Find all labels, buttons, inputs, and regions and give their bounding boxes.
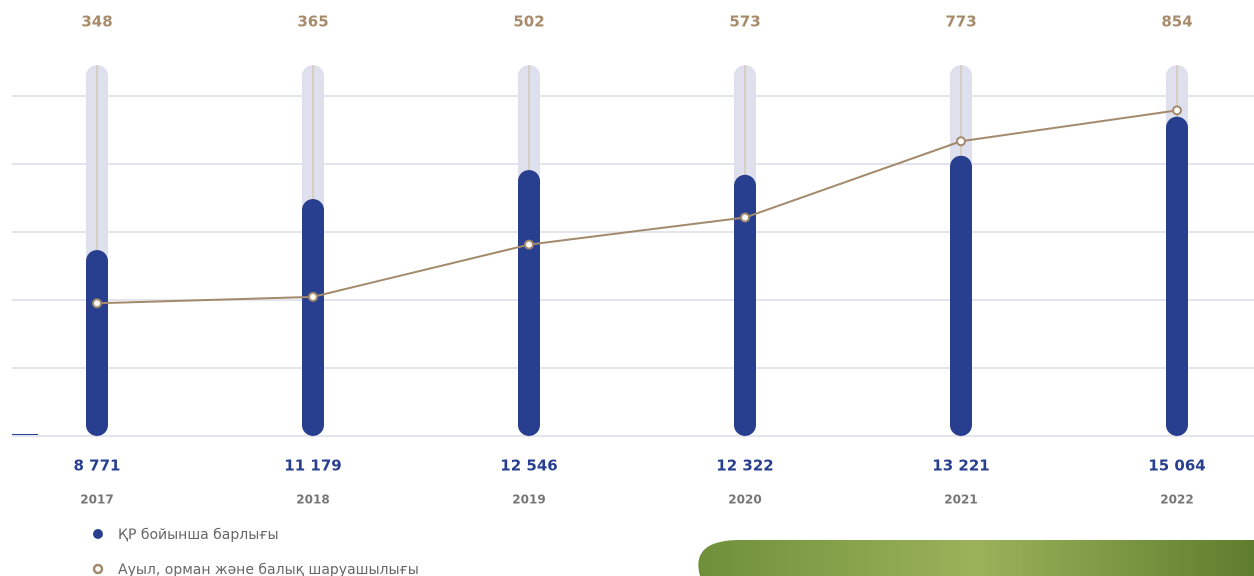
value-label: 15 064 xyxy=(1148,457,1205,475)
x-tick-label: 2020 xyxy=(728,493,761,507)
bar xyxy=(518,170,540,437)
line-point xyxy=(524,239,534,250)
bar xyxy=(734,174,756,436)
line-point xyxy=(308,291,318,302)
x-tick-label: 2018 xyxy=(296,493,329,507)
bar xyxy=(302,199,324,436)
value-label: 854 xyxy=(1161,13,1192,31)
value-label: 12 322 xyxy=(716,457,773,475)
photo xyxy=(698,540,1254,576)
value-label: 573 xyxy=(729,13,760,31)
bar xyxy=(1166,116,1188,437)
value-label: 8 771 xyxy=(74,457,121,475)
value-label: 13 221 xyxy=(932,457,989,475)
value-label: 11 179 xyxy=(284,457,341,475)
line-point xyxy=(1172,105,1182,116)
x-tick-label: 2022 xyxy=(1160,493,1193,507)
line-point xyxy=(92,298,102,309)
x-tick-label: 2017 xyxy=(80,493,113,507)
legend-marker xyxy=(93,529,103,539)
line-point xyxy=(956,136,966,147)
bar xyxy=(86,250,108,436)
x-tick-label: 2019 xyxy=(512,493,545,507)
value-label: 348 xyxy=(81,13,112,31)
line-point xyxy=(740,212,750,223)
value-label: 12 546 xyxy=(500,457,557,475)
value-label: 502 xyxy=(513,13,544,31)
legend-label: Ауыл, орман және балық шаруашылығы xyxy=(118,562,419,576)
line xyxy=(96,109,1178,305)
legend-marker xyxy=(92,563,104,575)
value-label: 773 xyxy=(945,13,976,31)
legend-label: ҚР бойынша барлығы xyxy=(118,527,279,543)
value-label: 365 xyxy=(297,13,328,31)
x-tick-label: 2021 xyxy=(944,493,977,507)
bar xyxy=(950,155,972,437)
